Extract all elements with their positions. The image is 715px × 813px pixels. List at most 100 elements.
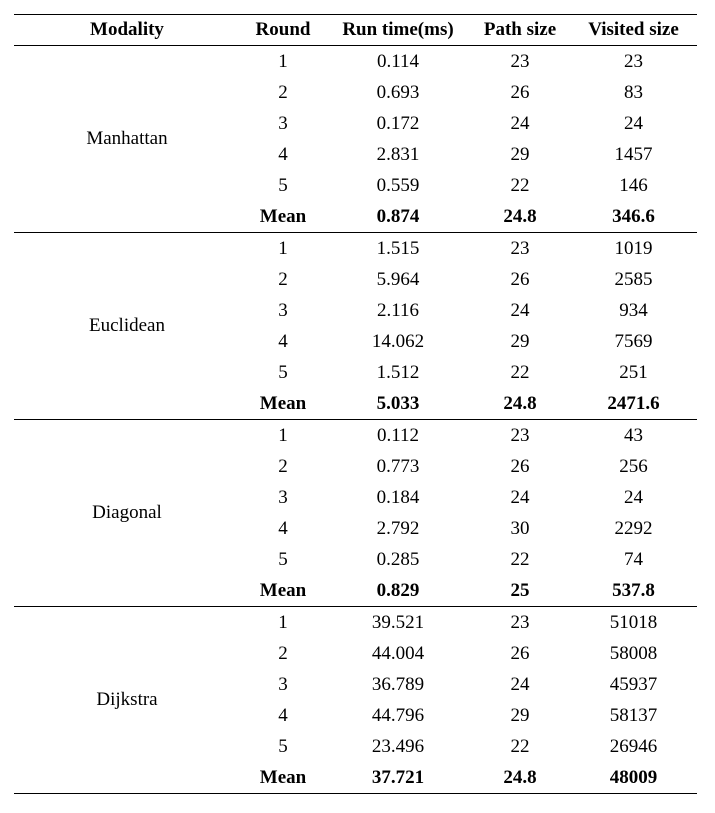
visited-size-cell: 26946 xyxy=(609,735,658,757)
mean-path-size-cell: 25 xyxy=(510,579,530,601)
run-time-cell: 1.512 xyxy=(376,361,420,383)
path-size-cell: 26 xyxy=(510,268,530,290)
modality-group: Manhattan 1 0.114 23 23 2 0.693 26 83 3 0.172 24 24 4… xyxy=(14,46,697,233)
modality-label: Manhattan xyxy=(86,128,168,149)
mean-run-time-cell: 5.033 xyxy=(376,392,420,414)
mean-visited-size-cell: 537.8 xyxy=(612,579,655,601)
round-cell: 3 xyxy=(278,299,288,321)
run-time-cell: 14.062 xyxy=(371,330,425,352)
round-cell: 2 xyxy=(278,81,288,103)
visited-size-cell: 24 xyxy=(624,112,643,134)
mean-row: Mean 37.721 24.8 48009 xyxy=(14,762,697,794)
table-row: 5 1.512 22 251 xyxy=(14,357,697,388)
run-time-cell: 0.773 xyxy=(376,455,420,477)
table-row: 5 0.285 22 74 xyxy=(14,544,697,575)
table-row: Dijkstra 1 39.521 23 51018 xyxy=(14,607,697,711)
round-cell: 5 xyxy=(278,361,288,383)
path-size-cell: 23 xyxy=(510,50,530,72)
table-row: 4 2.831 29 1457 xyxy=(14,139,697,170)
table-row: 5 0.559 22 146 xyxy=(14,170,697,201)
run-time-cell: 1.515 xyxy=(376,237,420,259)
path-size-cell: 26 xyxy=(510,81,530,103)
mean-path-size-cell: 24.8 xyxy=(503,766,537,788)
mean-path-size-cell: 24.8 xyxy=(503,392,537,414)
mean-label: Mean xyxy=(259,205,307,227)
table-row: 2 44.004 26 58008 xyxy=(14,638,697,669)
visited-size-cell: 83 xyxy=(624,81,643,103)
visited-size-cell: 146 xyxy=(619,174,648,196)
mean-label: Mean xyxy=(259,766,307,788)
path-size-cell: 22 xyxy=(510,174,530,196)
path-size-cell: 29 xyxy=(510,143,530,165)
round-cell: 4 xyxy=(278,330,288,352)
visited-size-cell: 58137 xyxy=(609,704,658,726)
modality-group: Dijkstra 1 39.521 23 51018 2 44.004 26 58008 3 36.… xyxy=(14,607,697,794)
path-size-cell: 22 xyxy=(510,735,530,757)
round-cell: 4 xyxy=(278,517,288,539)
round-cell: 4 xyxy=(278,704,288,726)
modality-label: Diagonal xyxy=(92,502,162,523)
results-table: Modality Round Run time(ms) Path size Vi… xyxy=(14,14,697,794)
table-row: Euclidean 1 1.515 23 1019 xyxy=(14,233,697,337)
table-row: 4 2.792 30 2292 xyxy=(14,513,697,544)
round-cell: 5 xyxy=(278,548,288,570)
header-run-time: Run time(ms) xyxy=(342,19,454,40)
round-cell: 3 xyxy=(278,673,288,695)
run-time-cell: 0.184 xyxy=(376,486,420,508)
mean-visited-size-cell: 346.6 xyxy=(612,205,655,227)
round-cell: 2 xyxy=(278,268,288,290)
run-time-cell: 2.792 xyxy=(376,517,420,539)
table-row: 5 23.496 22 26946 xyxy=(14,731,697,762)
table-row: 4 14.062 29 7569 xyxy=(14,326,697,357)
visited-size-cell: 51018 xyxy=(609,611,658,633)
table-row: Manhattan 1 0.114 23 23 xyxy=(14,46,697,150)
path-size-cell: 24 xyxy=(510,299,530,321)
mean-label: Mean xyxy=(259,579,307,601)
mean-row: Mean 0.829 25 537.8 xyxy=(14,575,697,607)
mean-row: Mean 0.874 24.8 346.6 xyxy=(14,201,697,233)
header-visited-size: Visited size xyxy=(588,19,679,40)
round-cell: 1 xyxy=(278,424,288,446)
run-time-cell: 0.114 xyxy=(376,50,420,72)
visited-size-cell: 45937 xyxy=(609,673,658,695)
visited-size-cell: 1019 xyxy=(614,237,653,259)
mean-run-time-cell: 37.721 xyxy=(371,766,425,788)
run-time-cell: 44.004 xyxy=(371,642,425,664)
run-time-cell: 23.496 xyxy=(371,735,425,757)
visited-size-cell: 23 xyxy=(624,50,643,72)
table-row: 2 0.693 26 83 xyxy=(14,77,697,108)
table-row: 3 36.789 24 45937 xyxy=(14,669,697,700)
mean-run-time-cell: 0.874 xyxy=(376,205,420,227)
header-round: Round xyxy=(255,19,311,40)
table-row: 2 0.773 26 256 xyxy=(14,451,697,482)
path-size-cell: 24 xyxy=(510,112,530,134)
run-time-cell: 39.521 xyxy=(371,611,425,633)
visited-size-cell: 74 xyxy=(624,548,643,570)
header-row: Modality Round Run time(ms) Path size Vi… xyxy=(14,14,697,46)
table-row: 4 44.796 29 58137 xyxy=(14,700,697,731)
visited-size-cell: 934 xyxy=(619,299,648,321)
mean-row: Mean 5.033 24.8 2471.6 xyxy=(14,388,697,420)
path-size-cell: 23 xyxy=(510,424,530,446)
round-cell: 3 xyxy=(278,112,288,134)
path-size-cell: 24 xyxy=(510,673,530,695)
table-row: 3 2.116 24 934 xyxy=(14,295,697,326)
round-cell: 2 xyxy=(278,455,288,477)
visited-size-cell: 43 xyxy=(624,424,643,446)
round-cell: 4 xyxy=(278,143,288,165)
round-cell: 1 xyxy=(278,611,288,633)
visited-size-cell: 2585 xyxy=(614,268,653,290)
visited-size-cell: 251 xyxy=(619,361,648,383)
round-cell: 1 xyxy=(278,237,288,259)
modality-label: Dijkstra xyxy=(96,689,158,710)
round-cell: 1 xyxy=(278,50,288,72)
path-size-cell: 26 xyxy=(510,455,530,477)
mean-path-size-cell: 24.8 xyxy=(503,205,537,227)
run-time-cell: 0.559 xyxy=(376,174,420,196)
mean-run-time-cell: 0.829 xyxy=(376,579,420,601)
visited-size-cell: 24 xyxy=(624,486,643,508)
path-size-cell: 24 xyxy=(510,486,530,508)
path-size-cell: 23 xyxy=(510,611,530,633)
path-size-cell: 22 xyxy=(510,548,530,570)
path-size-cell: 29 xyxy=(510,330,530,352)
